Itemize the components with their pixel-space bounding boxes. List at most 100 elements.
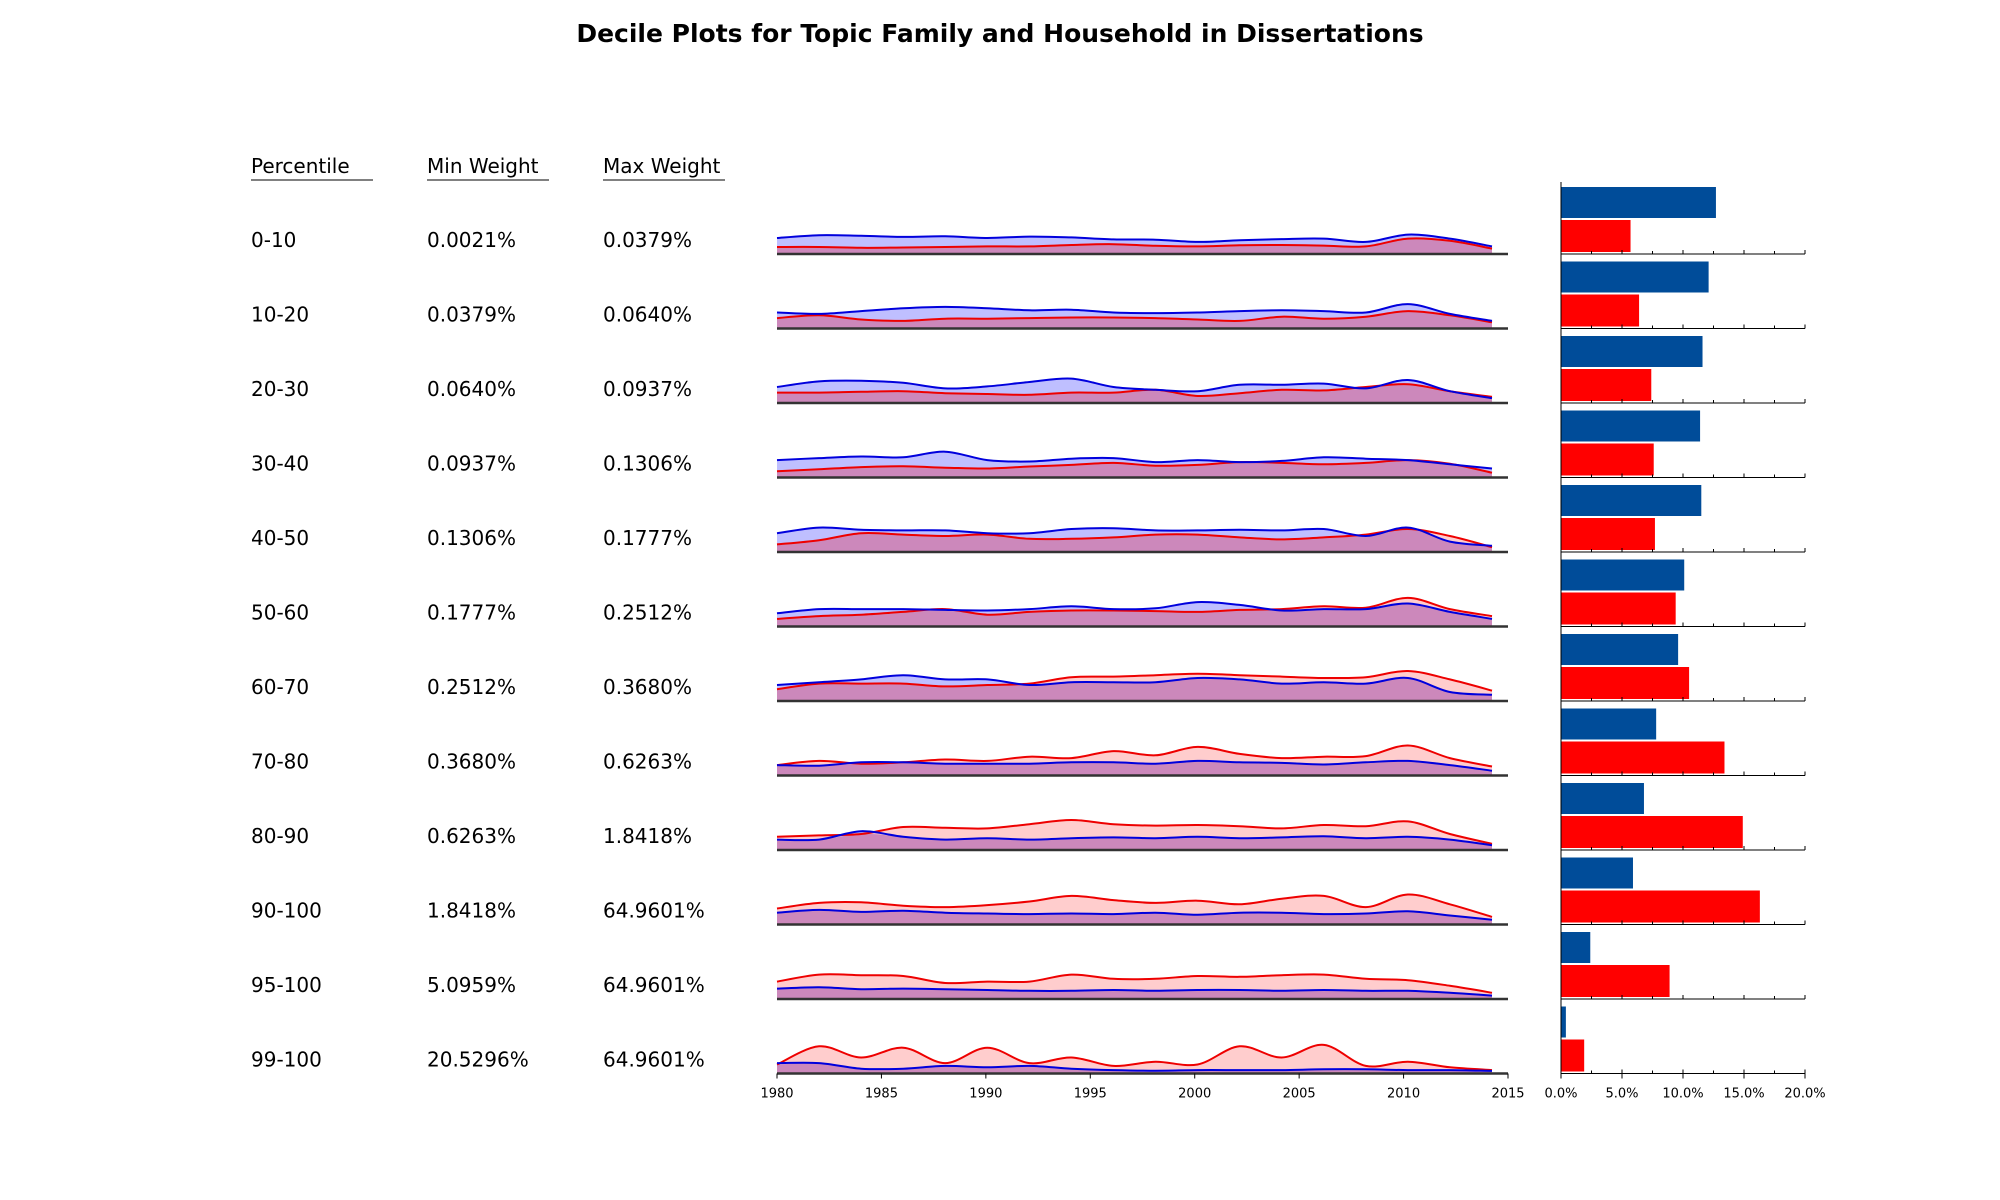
table-cell: 80-90 [251, 824, 309, 848]
red-bar [1561, 369, 1652, 401]
bar-row [1560, 559, 1806, 627]
bar-row [1560, 485, 1806, 553]
bar-row [1560, 708, 1806, 776]
blue-line [776, 303, 1493, 322]
red-bar [1561, 667, 1690, 699]
blue-bar [1561, 783, 1644, 814]
blue-bar [1561, 410, 1701, 442]
red-bar [1561, 890, 1760, 923]
percent-tick-label: 15.0% [1723, 1087, 1764, 1102]
table-cell: 0.3680% [427, 750, 516, 774]
table-cell: 0.1777% [427, 601, 516, 625]
table-cell: 1.8418% [603, 824, 692, 848]
bar-row [1560, 857, 1806, 925]
red-bar [1561, 965, 1670, 997]
table-cell: 1.8418% [427, 899, 516, 923]
table-header: Percentile Min Weight Max Weight [251, 154, 725, 181]
header-percentile: Percentile [251, 154, 350, 178]
blue-bar [1561, 187, 1716, 218]
red-bar [1561, 1039, 1585, 1072]
ridge-row [776, 450, 1508, 479]
table-cell: 64.9601% [603, 1048, 705, 1072]
blue-bar [1561, 857, 1633, 889]
table-cell: 0.6263% [427, 824, 516, 848]
bar-panels [1560, 182, 1806, 1074]
table-cell: 64.9601% [603, 973, 705, 997]
overlap-area [777, 311, 1492, 329]
table-cell: 10-20 [251, 303, 309, 327]
red-line [776, 310, 1493, 324]
table-cell: 0.0379% [427, 303, 516, 327]
table-cell: 64.9601% [603, 899, 705, 923]
year-tick-label: 2015 [1491, 1087, 1524, 1102]
red-line [776, 973, 1493, 994]
blue-bar [1561, 932, 1591, 963]
table-cell: 0.0937% [427, 452, 516, 476]
bar-row [1560, 336, 1806, 404]
table-cell: 0.6263% [603, 750, 692, 774]
overlap-area [777, 384, 1492, 403]
blue-bar [1561, 336, 1703, 367]
red-line [776, 669, 1493, 692]
year-axis: 1980 1985 1990 1995 2000 2005 2010 2015 [760, 1073, 1525, 1102]
red-bar [1561, 592, 1676, 625]
percent-tick-label: 10.0% [1662, 1087, 1703, 1102]
blue-line [776, 377, 1493, 400]
red-line [776, 596, 1493, 620]
blue-line [776, 233, 1493, 248]
table-cell: 0.0379% [603, 228, 692, 252]
blue-bar [1561, 634, 1679, 665]
overlap-area [777, 833, 1492, 850]
bar-row [1560, 783, 1806, 851]
header-max-weight: Max Weight [603, 154, 721, 178]
ridge-row [776, 233, 1508, 256]
red-bar [1561, 816, 1743, 848]
blue-line [776, 759, 1493, 772]
table-cell: 0.2512% [427, 675, 516, 699]
table-cell: 20.5296% [427, 1048, 529, 1072]
table-cell: 0.0640% [603, 303, 692, 327]
table-cell: 0.3680% [603, 675, 692, 699]
year-tick-label: 2000 [1178, 1087, 1211, 1102]
blue-bar [1561, 261, 1709, 293]
bar-row [1560, 187, 1806, 255]
year-tick-label: 1980 [760, 1087, 793, 1102]
overlap-area [777, 238, 1492, 254]
table-cell: 0.0640% [427, 377, 516, 401]
blue-line [776, 450, 1493, 470]
table-cell: 0.1306% [603, 452, 692, 476]
overlap-area [777, 528, 1492, 552]
bar-row [1560, 410, 1806, 478]
table-cell: 50-60 [251, 601, 309, 625]
red-line [776, 527, 1493, 549]
blue-line [776, 830, 1493, 847]
ridge-row [776, 893, 1508, 926]
table-cell: 90-100 [251, 899, 322, 923]
overlap-area [777, 603, 1492, 627]
table-cell: 0.0937% [603, 377, 692, 401]
ridge-row [776, 526, 1508, 554]
blue-line [776, 986, 1493, 997]
ridge-plots [776, 233, 1508, 1075]
table-cell: 30-40 [251, 452, 309, 476]
ridge-row [776, 669, 1508, 703]
table-cell: 20-30 [251, 377, 309, 401]
ridge-row [776, 303, 1508, 330]
table-cell: 99-100 [251, 1048, 322, 1072]
blue-line [776, 674, 1493, 696]
year-tick-label: 2005 [1283, 1087, 1316, 1102]
percent-tick-label: 20.0% [1784, 1087, 1825, 1102]
year-tick-label: 1990 [969, 1087, 1002, 1102]
ridge-row [776, 1043, 1508, 1075]
chart-title: Decile Plots for Topic Family and Househ… [576, 19, 1423, 48]
blue-bar [1561, 485, 1702, 516]
blue-bar [1561, 708, 1657, 740]
blue-bar [1561, 1006, 1566, 1038]
table-cell: 0.0021% [427, 228, 516, 252]
table-cell: 40-50 [251, 526, 309, 550]
year-tick-label: 2010 [1387, 1087, 1420, 1102]
red-line [776, 459, 1493, 474]
ridge-row [776, 818, 1508, 852]
blue-line [776, 908, 1493, 921]
